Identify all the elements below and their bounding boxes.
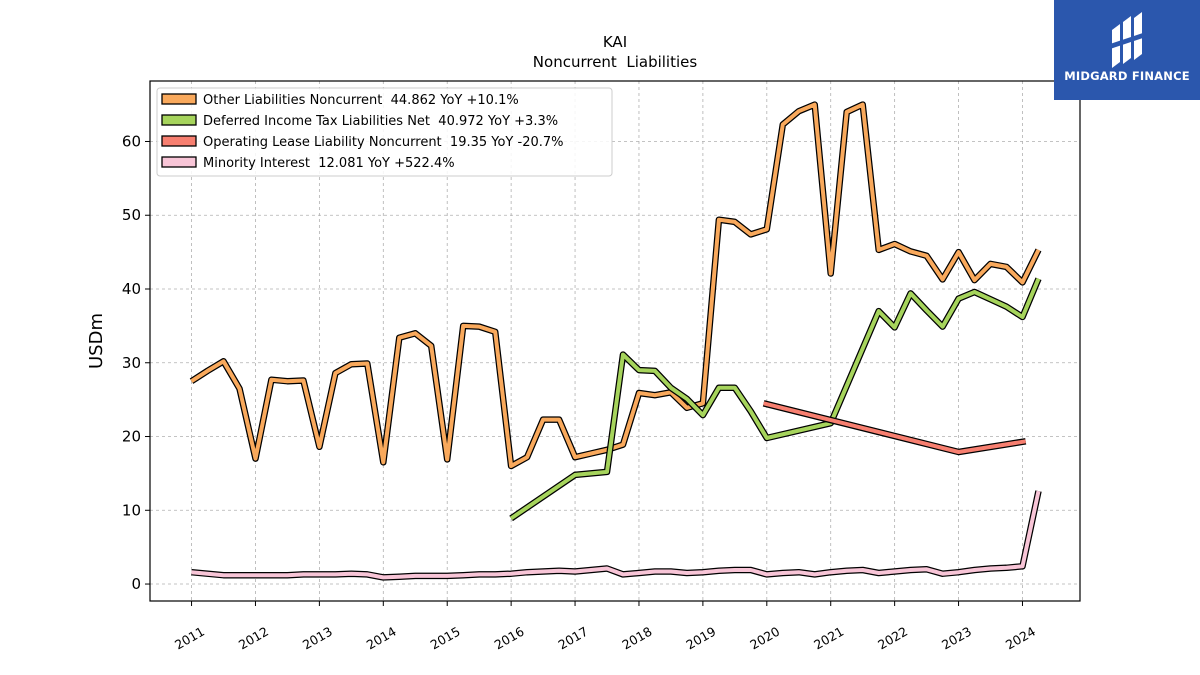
legend-swatch [161,135,197,147]
series-line [509,277,1041,521]
brand-logo: MIDGARD FINANCE [1054,0,1200,100]
chart-subtitle: Noncurrent Liabilities [533,53,698,71]
brand-name: MIDGARD FINANCE [1064,69,1190,83]
x-tick-label: 2022 [875,624,910,653]
legend-swatch [161,114,197,126]
legend-entry: Operating Lease Liability Noncurrent 19.… [161,135,564,150]
legend-swatch [161,156,197,168]
x-tick-label: 2019 [683,624,718,653]
y-axis-label: USDm [86,313,107,369]
x-tick-label: 2024 [1003,624,1038,653]
y-tick-label: 30 [122,354,141,372]
x-tick-label: 2016 [492,624,527,653]
series-line [763,401,1027,454]
x-tick-label: 2023 [939,624,974,653]
chart-title: KAI [603,33,627,51]
legend-box [156,87,613,177]
x-tick-label: 2020 [747,624,782,653]
y-tick-label: 0 [131,575,141,593]
legend: Other Liabilities Noncurrent 44.862 YoY … [156,87,613,177]
series-line [191,490,1041,580]
midgard-logo-icon [1110,12,1146,68]
x-tick-label: 2018 [619,624,654,653]
x-tick-label: 2012 [236,624,271,653]
x-tick-label: 2013 [300,624,335,653]
series-line [190,102,1041,468]
legend-swatch [161,93,197,105]
y-tick-label: 50 [122,206,141,224]
y-tick-label: 20 [122,428,141,446]
legend-entry: Minority Interest 12.081 YoY +522.4% [161,156,455,171]
y-tick-label: 10 [122,501,141,519]
y-tick-label: 60 [122,132,141,150]
x-tick-label: 2021 [811,624,846,653]
legend-label: Minority Interest 12.081 YoY +522.4% [203,156,455,171]
legend-label: Other Liabilities Noncurrent 44.862 YoY … [203,93,519,108]
legend-label: Deferred Income Tax Liabilities Net 40.9… [203,114,558,129]
x-tick-label: 2014 [364,624,399,653]
legend-label: Operating Lease Liability Noncurrent 19.… [203,135,564,150]
legend-entry: Other Liabilities Noncurrent 44.862 YoY … [161,93,519,108]
x-tick-label: 2011 [172,624,207,653]
x-tick-label: 2015 [428,624,463,653]
plot-frame [149,80,1081,602]
legend-entry: Deferred Income Tax Liabilities Net 40.9… [161,114,558,129]
x-tick-label: 2017 [556,624,591,653]
y-tick-label: 40 [122,280,141,298]
series-lines [189,101,1042,581]
